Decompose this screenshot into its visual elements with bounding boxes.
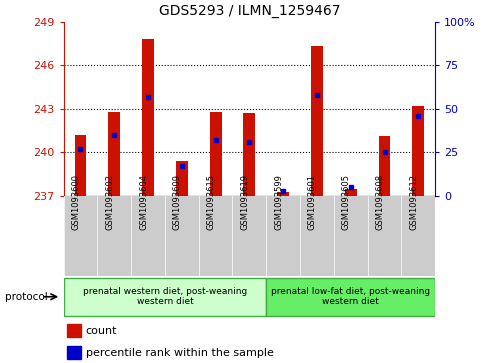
- Bar: [63, 278, 266, 315]
- Text: GSM1093608: GSM1093608: [375, 174, 384, 231]
- Text: GSM1093602: GSM1093602: [105, 174, 114, 231]
- Bar: [310, 46, 322, 196]
- Text: count: count: [86, 326, 117, 336]
- Bar: [74, 135, 86, 196]
- Bar: [243, 113, 255, 196]
- Text: GSM1093615: GSM1093615: [206, 174, 215, 231]
- Bar: [67, 346, 81, 359]
- Bar: [108, 112, 120, 196]
- Text: protocol: protocol: [5, 292, 47, 302]
- Bar: [344, 189, 356, 196]
- Bar: [266, 278, 434, 315]
- Text: GSM1093612: GSM1093612: [408, 174, 417, 231]
- Text: GSM1093619: GSM1093619: [240, 174, 249, 231]
- Text: GSM1093600: GSM1093600: [71, 174, 81, 231]
- Text: GSM1093609: GSM1093609: [172, 174, 182, 231]
- Text: GSM1093605: GSM1093605: [341, 174, 350, 231]
- Bar: [378, 136, 389, 196]
- Text: GSM1093599: GSM1093599: [274, 175, 283, 231]
- Text: percentile rank within the sample: percentile rank within the sample: [86, 347, 273, 358]
- Text: GSM1093601: GSM1093601: [307, 174, 316, 231]
- Title: GDS5293 / ILMN_1259467: GDS5293 / ILMN_1259467: [158, 4, 340, 18]
- Bar: [411, 106, 424, 196]
- Text: GSM1093604: GSM1093604: [139, 174, 148, 231]
- Bar: [142, 39, 154, 196]
- Bar: [209, 112, 221, 196]
- Bar: [67, 324, 81, 338]
- Bar: [176, 161, 187, 196]
- Text: prenatal western diet, post-weaning
western diet: prenatal western diet, post-weaning west…: [82, 287, 246, 306]
- Bar: [277, 192, 288, 196]
- Text: prenatal low-fat diet, post-weaning
western diet: prenatal low-fat diet, post-weaning west…: [271, 287, 429, 306]
